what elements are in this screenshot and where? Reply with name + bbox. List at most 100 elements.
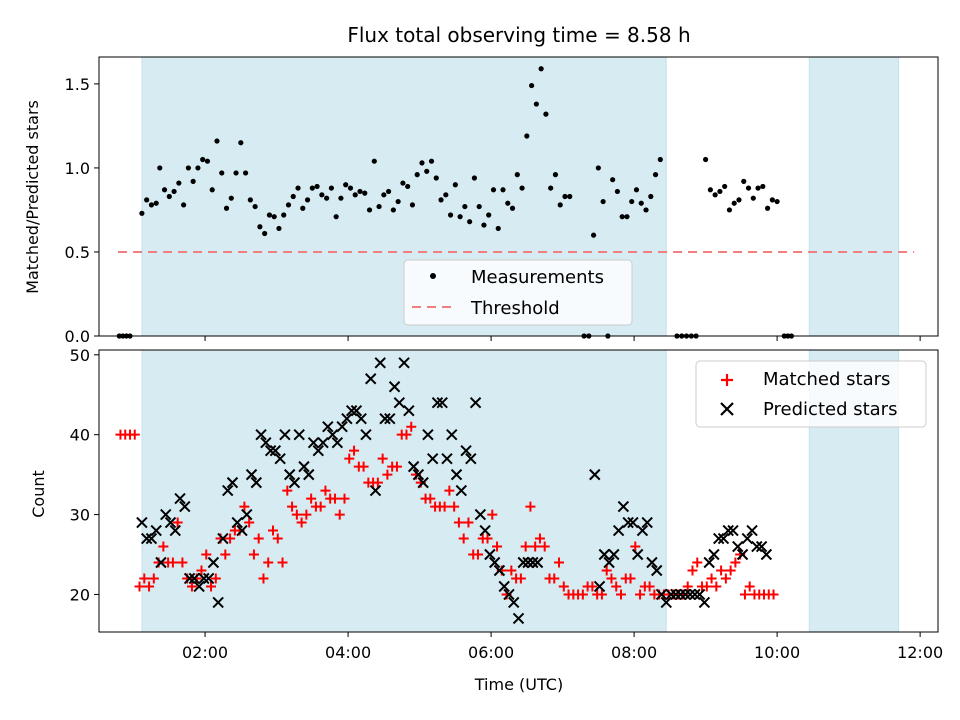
matched-star-point <box>449 501 460 512</box>
predicted-star-point <box>674 588 687 601</box>
predicted-star-point <box>469 397 482 409</box>
matched-star-point <box>453 517 464 528</box>
matched-star-point <box>296 517 307 528</box>
matched-star-point <box>186 581 197 592</box>
matched-star-point <box>167 557 178 568</box>
bottom-x-tick-label: 08:00 <box>611 643 657 662</box>
measurement-point <box>271 214 277 220</box>
predicted-star-point <box>293 428 305 441</box>
measurement-point <box>343 182 349 188</box>
bottom-y-axis-label: Count <box>29 470 48 518</box>
legend-matched-label: Matched stars <box>763 369 890 390</box>
matched-stars-points <box>115 421 779 600</box>
measurement-point <box>741 178 747 184</box>
predicted-star-point <box>622 516 634 529</box>
matched-star-point <box>291 509 302 520</box>
top-panel: 0.0 0.5 1.0 1.5 Matched/Predicted stars Mea… <box>23 56 939 346</box>
matched-star-point <box>277 557 288 568</box>
predicted-star-point <box>512 612 525 625</box>
predicted-star-point <box>713 532 725 545</box>
measurement-point <box>707 187 713 193</box>
measurement-point <box>514 172 520 178</box>
predicted-star-point <box>345 405 358 417</box>
matched-star-point <box>720 573 731 584</box>
measurement-point <box>276 225 282 232</box>
legend-measurements-marker <box>430 273 436 279</box>
measurement-point <box>338 195 344 201</box>
matched-star-point <box>263 557 274 568</box>
matched-star-point <box>339 493 350 504</box>
predicted-star-point <box>717 532 730 545</box>
predicted-star-point <box>183 572 196 585</box>
measurement-point <box>300 205 306 211</box>
measurement-point <box>538 66 544 72</box>
matched-star-point <box>220 549 231 560</box>
predicted-star-point <box>288 476 301 489</box>
measurement-point <box>745 185 752 191</box>
predicted-star-point <box>331 436 344 449</box>
measurement-point <box>405 183 411 190</box>
measurement-point <box>247 197 253 203</box>
predicted-star-point <box>326 428 339 441</box>
predicted-star-point <box>365 373 377 385</box>
measurement-point <box>148 202 155 208</box>
predicted-star-point <box>751 540 763 553</box>
predicted-star-point <box>260 436 272 449</box>
predicted-star-point <box>145 532 158 545</box>
bottom-y-ticks: 20 30 40 50 <box>70 346 99 604</box>
matched-star-point <box>329 493 340 504</box>
measurement-point <box>181 202 187 208</box>
predicted-star-point <box>741 532 754 545</box>
predicted-star-point <box>436 397 448 409</box>
predicted-star-point <box>679 588 692 601</box>
matched-star-point <box>158 541 169 552</box>
measurement-point <box>190 178 196 184</box>
predicted-star-point <box>140 532 153 545</box>
bottom-x-tick-label: 10:00 <box>754 643 800 662</box>
matched-star-point <box>487 509 498 520</box>
measurement-point <box>314 183 320 190</box>
predicted-stars-points <box>136 357 773 625</box>
predicted-star-point <box>198 572 210 585</box>
measurement-point <box>285 202 292 208</box>
predicted-star-point <box>236 524 248 537</box>
measurement-point <box>769 197 775 203</box>
matched-star-point <box>596 589 607 600</box>
measurement-point <box>712 192 718 198</box>
measurement-point <box>519 185 525 191</box>
matched-star-point <box>482 533 493 544</box>
predicted-star-point <box>322 420 334 433</box>
measurement-point <box>153 200 159 206</box>
predicted-star-point <box>498 580 510 593</box>
predicted-star-point <box>160 508 172 521</box>
measurement-point <box>223 205 230 211</box>
matched-star-point <box>177 557 188 568</box>
predicted-star-point <box>403 405 415 417</box>
predicted-star-point <box>722 524 734 537</box>
measurement-point <box>717 188 723 195</box>
measurement-point <box>619 214 625 220</box>
matched-star-point <box>725 565 736 576</box>
measurement-point <box>319 192 325 198</box>
measurement-point <box>529 82 535 89</box>
matched-star-point <box>148 573 159 584</box>
predicted-star-point <box>422 428 434 441</box>
measurement-point <box>490 187 497 193</box>
predicted-star-point <box>522 556 534 569</box>
predicted-star-point <box>407 460 420 473</box>
matched-star-point <box>534 533 545 544</box>
matched-star-point <box>391 461 402 472</box>
top-y-ticks: 0.0 0.5 1.0 1.5 <box>65 75 99 346</box>
matched-star-point <box>530 541 541 552</box>
predicted-star-point <box>698 596 711 609</box>
matched-star-point <box>129 429 140 440</box>
measurement-point <box>471 175 478 181</box>
predicted-star-point <box>660 596 672 609</box>
top-legend: Measurements Threshold <box>403 259 633 326</box>
matched-star-point <box>558 581 569 592</box>
predicted-star-point <box>455 484 468 497</box>
predicted-star-point <box>241 508 253 521</box>
matched-star-point <box>134 581 145 592</box>
measurement-point <box>139 210 145 216</box>
measurement-point <box>204 158 211 164</box>
